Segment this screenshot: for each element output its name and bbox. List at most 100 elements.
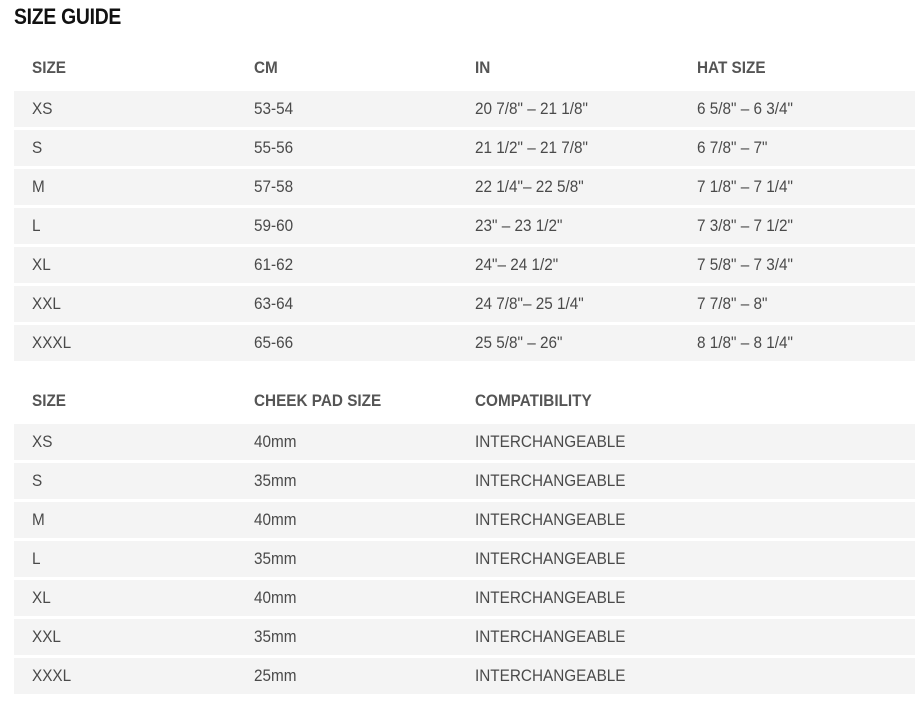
table-cell: XXL	[14, 294, 236, 314]
table-cell: 59-60	[236, 216, 458, 236]
table-cell: 63-64	[236, 294, 458, 314]
cell-text: 24 7/8"– 25 1/4"	[475, 294, 584, 313]
table-cell: M	[14, 177, 236, 197]
cell-text: 59-60	[253, 216, 293, 235]
cell-text: HAT SIZE	[696, 58, 766, 77]
size-table: SIZE CM IN HAT SIZE XS 53-54 20 7/8" – 21 1/8"…	[14, 48, 915, 364]
cell-text: 22 1/4"– 22 5/8"	[475, 177, 584, 196]
cell-text: XL	[32, 255, 51, 274]
cell-text: XS	[32, 432, 53, 451]
cell-text: 25 5/8" – 26"	[475, 333, 563, 352]
table-cell: INTERCHANGEABLE	[457, 510, 679, 530]
cell-text: XL	[32, 588, 51, 607]
table-cell: INTERCHANGEABLE	[457, 432, 679, 452]
cell-text: XS	[32, 99, 53, 118]
cell-text: S	[32, 138, 43, 157]
table-cell: 7 1/8" – 7 1/4"	[679, 177, 901, 197]
table-row: S 35mm INTERCHANGEABLE	[14, 463, 915, 499]
table-row: M 57-58 22 1/4"– 22 5/8" 7 1/8" – 7 1/4"	[14, 169, 915, 205]
table-cell: 35mm	[236, 549, 458, 569]
cell-text: INTERCHANGEABLE	[475, 666, 626, 685]
cell-text: XXXL	[32, 666, 72, 685]
cell-text: 35mm	[253, 549, 297, 568]
table-cell: COMPATIBILITY	[457, 391, 679, 411]
table-row: M 40mm INTERCHANGEABLE	[14, 502, 915, 538]
cell-text: 7 5/8" – 7 3/4"	[696, 255, 793, 274]
table-cell: S	[14, 471, 236, 491]
table-cell: 7 5/8" – 7 3/4"	[679, 255, 901, 275]
table-cell	[679, 510, 901, 530]
table-cell: 8 1/8" – 8 1/4"	[679, 333, 901, 353]
cell-text: 25mm	[253, 666, 297, 685]
table-cell: IN	[457, 58, 679, 78]
cell-text: M	[32, 177, 45, 196]
cell-text: 40mm	[253, 432, 297, 451]
table-cell: 6 7/8" – 7"	[679, 138, 901, 158]
cell-text: 35mm	[253, 471, 297, 490]
table-cell: CM	[236, 58, 458, 78]
cell-text: 53-54	[253, 99, 293, 118]
cell-text: 7 3/8" – 7 1/2"	[696, 216, 793, 235]
table-cell: XXL	[14, 627, 236, 647]
cell-text: 6 5/8" – 6 3/4"	[696, 99, 793, 118]
table-cell: XS	[14, 432, 236, 452]
cell-text: 20 7/8" – 21 1/8"	[475, 99, 588, 118]
table-row: XXXL 65-66 25 5/8" – 26" 8 1/8" – 8 1/4"	[14, 325, 915, 361]
cell-text: M	[32, 510, 45, 529]
table-cell: 25 5/8" – 26"	[457, 333, 679, 353]
table-cell	[679, 588, 901, 608]
table-row: XL 40mm INTERCHANGEABLE	[14, 580, 915, 616]
table-cell: L	[14, 549, 236, 569]
cell-text: CM	[253, 58, 278, 77]
table-header-row: SIZE CM IN HAT SIZE	[14, 48, 915, 88]
table-cell	[679, 549, 901, 569]
cell-text: S	[32, 471, 43, 490]
table-row: XS 40mm INTERCHANGEABLE	[14, 424, 915, 460]
cell-text: IN	[475, 58, 491, 77]
cell-text: SIZE	[32, 391, 67, 410]
table-cell: INTERCHANGEABLE	[457, 549, 679, 569]
table-cell: M	[14, 510, 236, 530]
table-cell: XS	[14, 99, 236, 119]
table-cell: 25mm	[236, 666, 458, 686]
cell-text: XXXL	[32, 333, 72, 352]
table-cell: SIZE	[14, 58, 236, 78]
cell-text: 61-62	[253, 255, 293, 274]
cell-text: 24"– 24 1/2"	[475, 255, 559, 274]
cell-text: COMPATIBILITY	[475, 391, 592, 410]
cell-text: XXL	[32, 294, 61, 313]
table-cell: 40mm	[236, 510, 458, 530]
cheek-pad-table: SIZE CHEEK PAD SIZE COMPATIBILITY XS 40mm INT…	[14, 381, 915, 697]
table-row: L 59-60 23" – 23 1/2" 7 3/8" – 7 1/2"	[14, 208, 915, 244]
table-cell: L	[14, 216, 236, 236]
table-row: XL 61-62 24"– 24 1/2" 7 5/8" – 7 3/4"	[14, 247, 915, 283]
table-cell: 65-66	[236, 333, 458, 353]
table-cell: 6 5/8" – 6 3/4"	[679, 99, 901, 119]
table-cell: INTERCHANGEABLE	[457, 666, 679, 686]
cell-text: 40mm	[253, 510, 297, 529]
cell-text: 6 7/8" – 7"	[696, 138, 767, 157]
table-cell: XL	[14, 255, 236, 275]
cell-text: 63-64	[253, 294, 293, 313]
table-cell: 61-62	[236, 255, 458, 275]
table-row: XXXL 25mm INTERCHANGEABLE	[14, 658, 915, 694]
table-cell: CHEEK PAD SIZE	[236, 391, 458, 411]
cell-text: INTERCHANGEABLE	[475, 627, 626, 646]
table-row: XXL 63-64 24 7/8"– 25 1/4" 7 7/8" – 8"	[14, 286, 915, 322]
table-cell	[679, 471, 901, 491]
table-cell: 53-54	[236, 99, 458, 119]
cell-text: 40mm	[253, 588, 297, 607]
cell-text: CHEEK PAD SIZE	[253, 391, 381, 410]
table-header-row: SIZE CHEEK PAD SIZE COMPATIBILITY	[14, 381, 915, 421]
table-cell: 23" – 23 1/2"	[457, 216, 679, 236]
cell-text: 23" – 23 1/2"	[475, 216, 563, 235]
table-row: XS 53-54 20 7/8" – 21 1/8" 6 5/8" – 6 3/4"	[14, 91, 915, 127]
cell-text: INTERCHANGEABLE	[475, 549, 626, 568]
cell-text: 57-58	[253, 177, 293, 196]
cell-text: INTERCHANGEABLE	[475, 510, 626, 529]
table-cell: 22 1/4"– 22 5/8"	[457, 177, 679, 197]
cell-text: XXL	[32, 627, 61, 646]
table-cell: 40mm	[236, 588, 458, 608]
table-cell: 40mm	[236, 432, 458, 452]
table-cell: 24 7/8"– 25 1/4"	[457, 294, 679, 314]
